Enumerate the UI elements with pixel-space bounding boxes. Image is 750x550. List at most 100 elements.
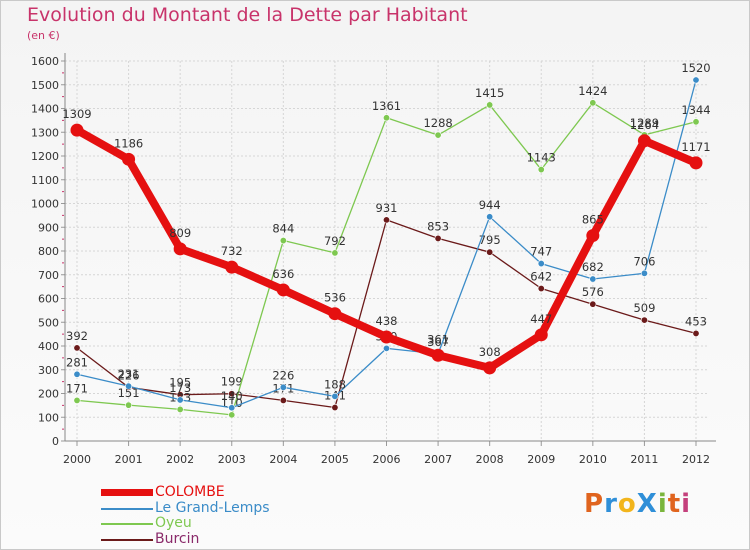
data-label-burcin: 195 [169,376,191,390]
data-label-oyeu: 1143 [527,151,556,165]
x-tick-label: 2000 [63,453,91,466]
x-tick-label: 2004 [269,453,297,466]
data-point-colombe [380,330,393,344]
data-point-oyeu [486,101,494,109]
data-point-le-grand-lemps [73,370,81,378]
data-point-burcin [279,396,287,404]
data-point-oyeu [692,118,700,126]
data-point-colombe [586,229,600,243]
data-point-burcin [331,404,339,412]
data-label-oyeu: 792 [324,234,346,248]
data-label-colombe: 865 [582,213,604,227]
proxiti-logo: ProXiti [584,489,691,519]
data-point-le-grand-lemps [331,392,339,400]
data-label-colombe: 1171 [681,140,710,154]
data-point-le-grand-lemps [589,275,597,283]
data-label-oyeu: 1361 [372,99,401,113]
y-tick-label: 700 [38,269,59,282]
x-tick-label: 2007 [424,453,452,466]
data-label-le-grand-lemps: 173 [169,381,191,395]
data-point-le-grand-lemps [228,404,236,412]
data-point-oyeu [228,411,236,419]
legend-swatch-le-grand-lemps [101,507,153,510]
data-label-le-grand-lemps: 706 [633,254,655,268]
data-point-le-grand-lemps [537,260,545,268]
data-point-le-grand-lemps [692,76,700,84]
data-point-colombe [534,328,548,342]
chart-unit: (en €) [27,29,60,42]
y-tick-label: 100 [38,411,59,424]
data-point-burcin [640,316,648,324]
data-label-colombe: 447 [530,312,552,326]
data-label-oyeu: 151 [118,386,140,400]
data-point-colombe [483,361,497,375]
data-label-oyeu: 1344 [681,103,710,117]
y-tick-label: 1300 [31,126,59,139]
x-tick-label: 2012 [682,453,710,466]
legend-label-le-grand-lemps: Le Grand-Lemps [155,499,270,516]
data-label-oyeu: 1424 [578,84,607,98]
y-tick-label: 500 [38,316,59,329]
data-label-colombe: 361 [427,332,449,346]
data-label-colombe: 809 [169,226,191,240]
data-label-burcin: 509 [633,301,655,315]
data-label-oyeu: 1289 [630,116,659,130]
data-label-colombe: 1309 [62,107,91,121]
data-point-burcin [382,216,390,224]
x-tick-label: 2008 [476,453,504,466]
data-point-burcin [692,329,700,337]
legend-label-burcin: Burcin [155,530,200,547]
data-label-burcin: 453 [685,314,707,328]
y-tick-label: 200 [38,388,59,401]
data-label-colombe: 536 [324,291,346,305]
data-point-colombe [173,242,187,256]
data-point-oyeu [434,131,442,139]
data-label-le-grand-lemps: 367 [427,335,449,349]
data-point-le-grand-lemps [125,382,133,390]
y-tick-label: 300 [38,364,59,377]
x-tick-label: 2005 [321,453,349,466]
data-point-oyeu [589,99,597,107]
y-tick-label: 1000 [31,198,59,211]
legend-label-oyeu: Oyeu [155,515,192,531]
data-label-le-grand-lemps: 944 [479,198,501,212]
x-tick-label: 2002 [166,453,194,466]
data-label-burcin: 853 [427,219,449,233]
data-label-le-grand-lemps: 1520 [681,61,710,75]
y-tick-label: 1200 [31,150,59,163]
x-tick-label: 2003 [218,453,246,466]
data-label-le-grand-lemps: 231 [118,367,140,381]
data-label-le-grand-lemps: 140 [221,389,243,403]
data-point-burcin [228,390,236,398]
data-label-le-grand-lemps: 281 [66,355,88,369]
data-label-burcin: 642 [530,270,552,284]
y-tick-label: 1500 [31,79,59,92]
data-point-oyeu [125,401,133,409]
data-point-burcin [589,300,597,308]
data-point-oyeu [537,166,545,174]
data-label-burcin: 576 [582,285,604,299]
data-point-le-grand-lemps [176,396,184,404]
y-tick-label: 600 [38,293,59,306]
data-point-oyeu [279,237,287,245]
y-tick-label: 900 [38,221,59,234]
data-label-colombe: 1186 [114,136,143,150]
logo-letter: i [657,489,668,519]
data-label-burcin: 199 [221,375,243,389]
data-point-burcin [537,285,545,293]
data-label-colombe: 308 [479,345,501,359]
data-point-burcin [73,344,81,352]
data-label-oyeu: 171 [66,381,88,395]
data-label-colombe: 1264 [630,118,659,132]
legend-label-colombe: COLOMBE [155,484,225,500]
y-tick-label: 800 [38,245,59,258]
data-label-colombe: 438 [376,314,398,328]
x-tick-label: 2006 [373,453,401,466]
data-point-oyeu [382,114,390,122]
data-label-burcin: 392 [66,329,88,343]
y-tick-label: 400 [38,340,59,353]
data-point-le-grand-lemps [640,269,648,277]
y-tick-label: 1100 [31,174,59,187]
data-point-colombe [276,283,290,297]
